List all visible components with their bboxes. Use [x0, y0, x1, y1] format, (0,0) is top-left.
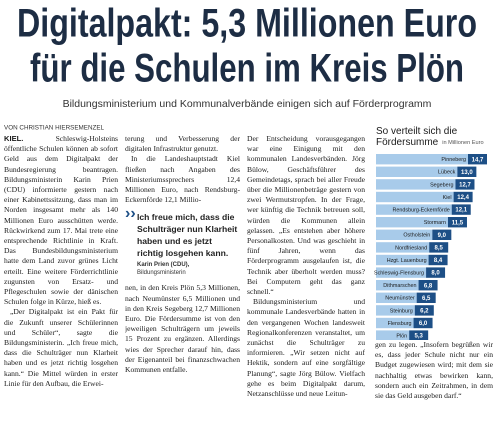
paragraph: Der Entscheidung vorausgegangen war eine…	[247, 134, 365, 297]
dateline: KIEL.	[4, 134, 24, 143]
quote-author: Karin Prien (CDU),	[137, 262, 190, 269]
paragraph-text: Der Entscheidung vorausgegangen war eine…	[247, 134, 365, 297]
category-label: Schleswig-Flensburg	[374, 271, 424, 277]
paragraph: „Der Digitalpakt ist ein Pakt für die Zu…	[4, 307, 118, 389]
category-label: Segeberg	[430, 182, 453, 188]
category-label: Steinburg	[390, 308, 413, 314]
bar	[376, 229, 433, 240]
value-label: 12,1	[455, 208, 467, 214]
value-label: 12,4	[457, 195, 469, 201]
value-box	[409, 330, 429, 340]
category-label: Pinneberg	[441, 157, 466, 163]
byline: VON CHRISTIAN HIERSEMENZEL	[4, 125, 105, 132]
value-label: 8,5	[435, 245, 444, 251]
paragraph-text: „Der Digitalpakt ist ein Pakt für die Zu…	[4, 307, 118, 388]
text-column: KIEL. Schleswig-Holsteins öffentliche Sc…	[4, 134, 118, 423]
text-column: Der Entscheidung vorausgegangen war eine…	[247, 134, 365, 423]
value-box	[453, 191, 473, 203]
value-box	[432, 229, 452, 240]
value-label: 5,3	[414, 334, 423, 340]
paragraph-text: nen, in den Kreis Plön 5,3 Millionen, na…	[125, 283, 240, 375]
bar	[376, 280, 419, 291]
category-label: Neumünster	[385, 296, 415, 302]
bar	[376, 254, 429, 266]
category-label: Dithmarschen	[383, 283, 416, 289]
paragraph: nen, in den Kreis Plön 5,3 Millionen, na…	[125, 283, 240, 375]
value-box	[414, 305, 434, 316]
category-label: Ostholstein	[403, 233, 430, 239]
text-column: terung und Verbesserung der digitalen In…	[125, 134, 240, 423]
pull-quote: ›› Ich freue mich, dass die Schulträger n…	[125, 205, 240, 277]
paragraph-text: terung und Verbesserung der digitalen In…	[125, 134, 240, 154]
bar	[376, 166, 458, 177]
value-label: 8,0	[431, 271, 440, 277]
value-label: 12,7	[459, 182, 471, 188]
value-box	[413, 317, 433, 329]
bar	[376, 191, 454, 203]
paragraph-text: Schleswig-Holsteins öffentliche Schulen …	[4, 134, 118, 307]
value-box	[429, 242, 449, 253]
paragraph: KIEL. Schleswig-Holsteins öffentliche Sc…	[4, 134, 118, 307]
bar	[376, 330, 410, 340]
header: Digitalpakt: 5,3 Millionen Euro für die …	[4, 2, 477, 132]
value-box	[416, 292, 436, 303]
value-box	[426, 267, 446, 278]
value-label: 6,5	[422, 296, 431, 302]
bar-chart: So verteilt sich die Fördersumme in Millio…	[374, 126, 487, 340]
quote-mark: ››	[125, 205, 136, 223]
paragraph-text: In die Landeshauptstadt Kiel fließen nac…	[125, 154, 240, 205]
category-label: Hzgt. Lauenburg	[387, 258, 427, 264]
bar	[376, 204, 452, 215]
text-column: gen zu legen. „Insofern begrüßen wir es,…	[375, 340, 493, 423]
paragraph: terung und Verbesserung der digitalen In…	[125, 134, 240, 154]
bar	[376, 267, 427, 278]
value-label: 9,0	[438, 233, 447, 239]
paragraph: gen zu legen. „Insofern begrüßen wir es,…	[375, 340, 493, 401]
category-label: Stormarn	[424, 220, 446, 226]
chart-unit: in Millionen Euro	[442, 140, 483, 146]
chart-title-line: So verteilt sich die	[376, 126, 458, 137]
value-box	[451, 204, 471, 215]
bar	[376, 305, 415, 316]
subtitle: Bildungsministerium und Kommunalverbände…	[63, 98, 432, 110]
bar	[376, 154, 468, 165]
value-box	[468, 154, 487, 165]
chart-title: So verteilt sich die Fördersumme	[376, 126, 458, 148]
bar	[376, 242, 430, 253]
category-label: Plön	[396, 334, 407, 340]
headline: Digitalpakt: 5,3 Millionen Euro	[17, 2, 477, 46]
category-label: Rendsburg-Eckernförde	[392, 208, 449, 214]
bar	[376, 292, 417, 303]
value-box	[455, 179, 475, 190]
paragraph-text: Bildungsministerium und kommunale Landes…	[247, 297, 365, 399]
chart-title-line: Fördersumme	[376, 137, 439, 148]
value-box	[428, 254, 448, 266]
paragraph-text: gen zu legen. „Insofern begrüßen wir es,…	[375, 340, 493, 401]
value-box	[447, 217, 467, 228]
bar	[376, 179, 456, 190]
bar	[376, 317, 414, 329]
quote-role: Bildungsministerin	[137, 269, 186, 276]
paragraph: In die Landeshauptstadt Kiel fließen nac…	[125, 154, 240, 205]
bar	[376, 217, 448, 228]
value-label: 14,7	[472, 157, 484, 163]
headline: für die Schulen im Kreis Plön	[30, 47, 464, 91]
paragraph: Bildungsministerium und kommunale Landes…	[247, 297, 365, 399]
value-label: 11,5	[452, 220, 464, 226]
value-label: 6,8	[424, 283, 433, 289]
value-box	[418, 280, 438, 291]
value-label: 6,0	[419, 321, 428, 327]
value-box	[457, 166, 477, 177]
value-label: 6,2	[420, 308, 429, 314]
category-label: Kiel	[443, 195, 452, 201]
category-label: Nordfriesland	[395, 245, 427, 251]
quote-text: Ich freue mich, dass die Schulträger nun…	[137, 212, 238, 259]
value-label: 8,4	[434, 258, 443, 264]
quote-attribution: Karin Prien (CDU), Bildungsministerin	[137, 262, 240, 277]
category-label: Flensburg	[388, 321, 412, 327]
category-label: Lübeck	[438, 170, 456, 176]
value-label: 13,0	[461, 170, 473, 176]
